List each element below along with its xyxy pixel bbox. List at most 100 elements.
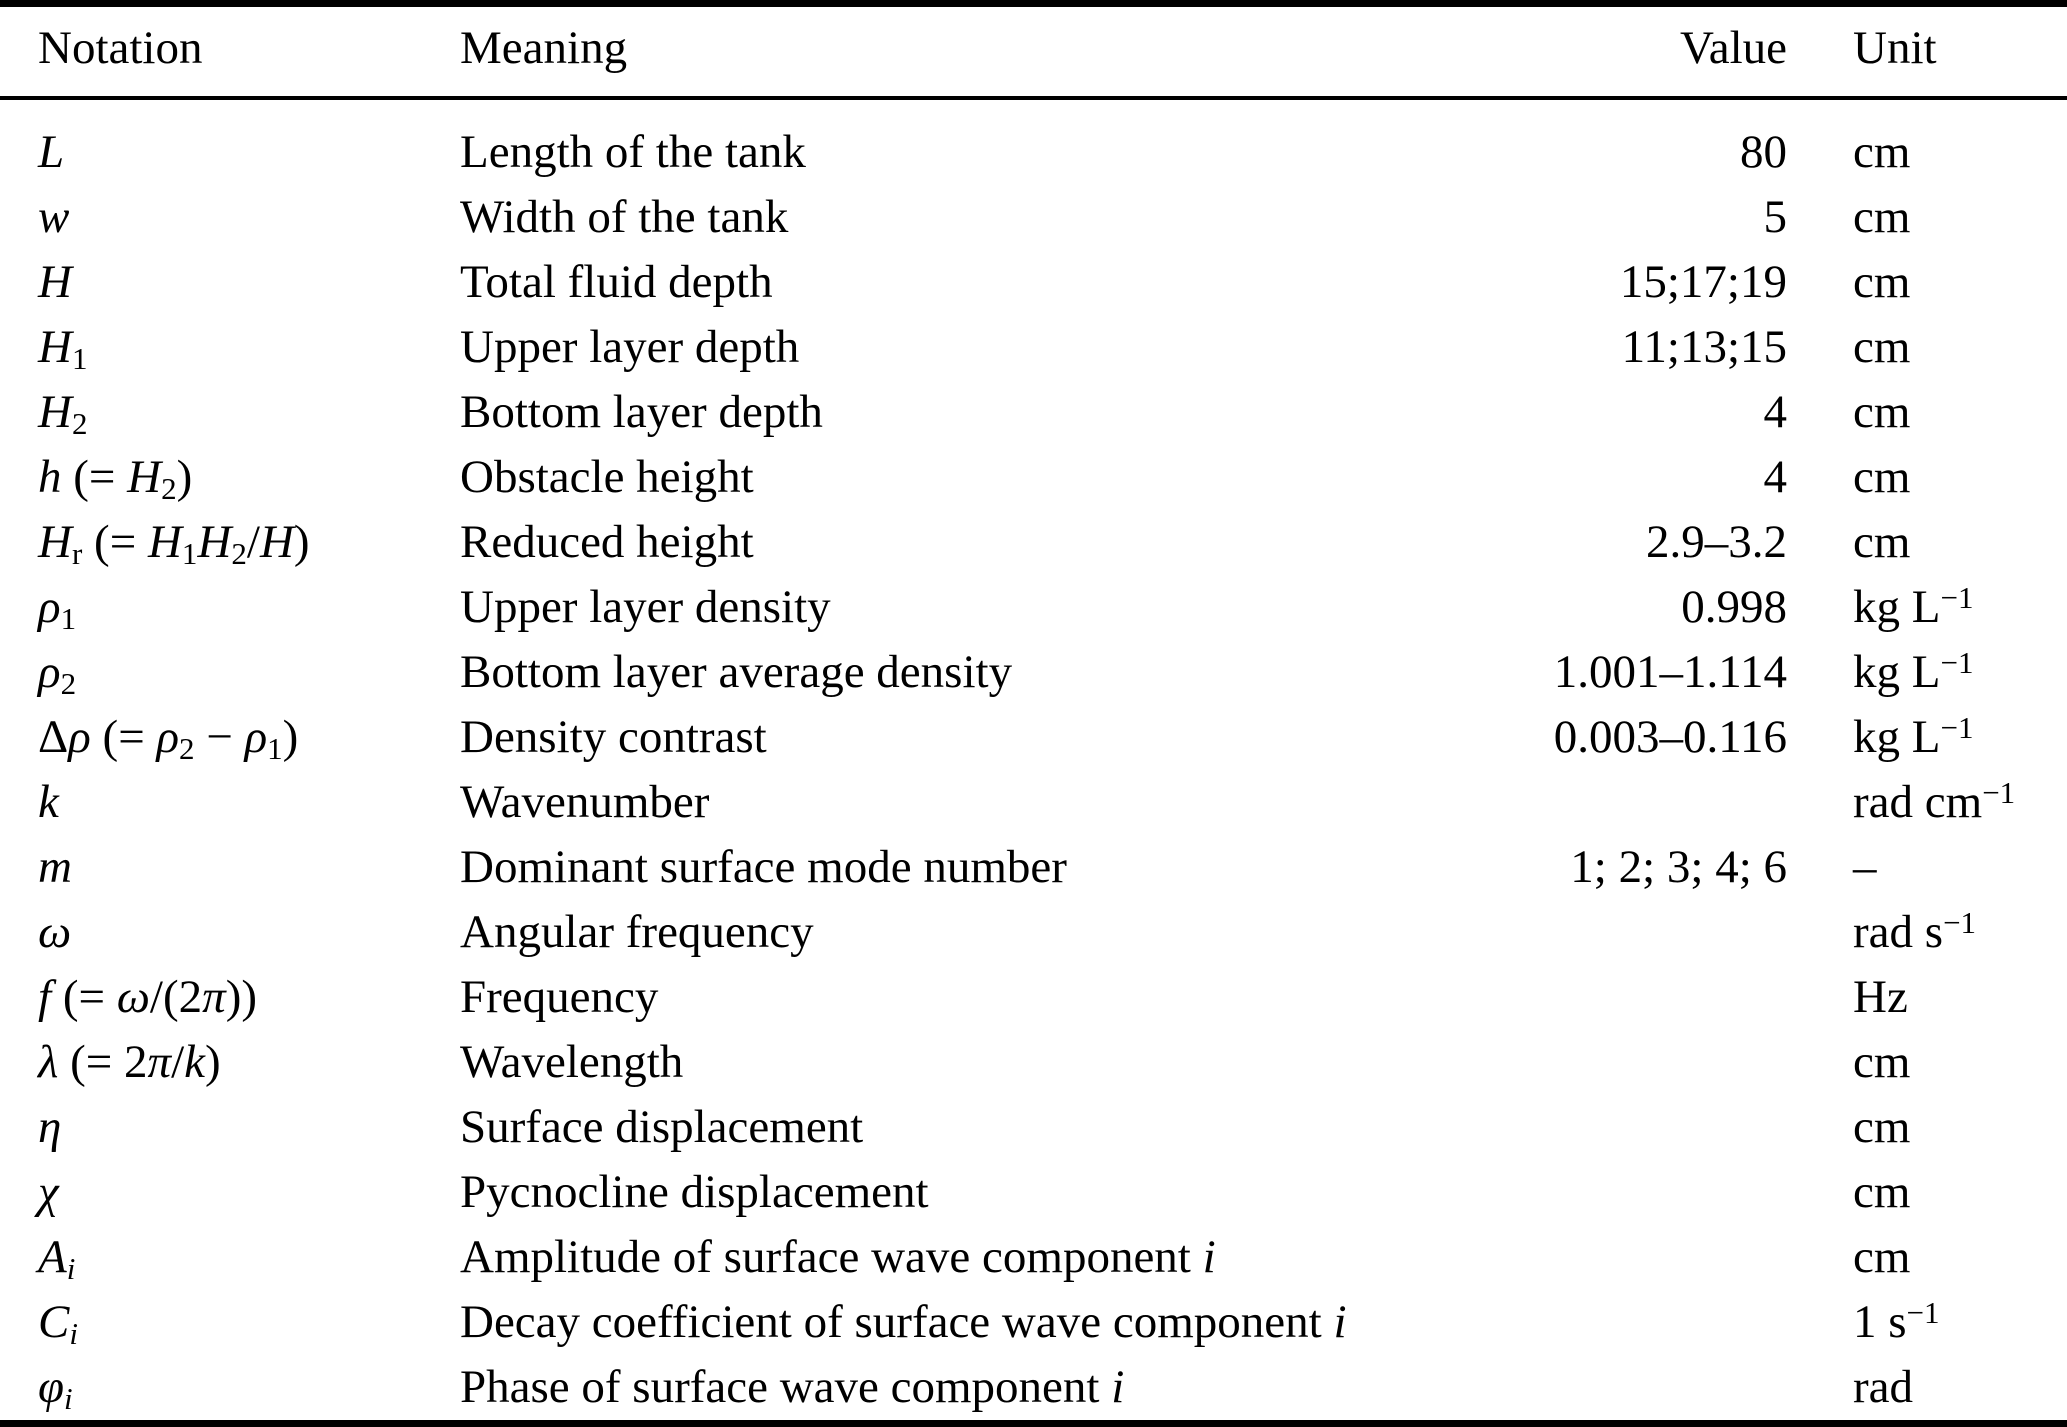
table-row: ρ2 Bottom layer average density 1.001–1.11… <box>0 640 2067 705</box>
meaning-cell: Surface displacement <box>460 1101 864 1153</box>
notation-cell: H2 <box>38 386 88 441</box>
notation-cell: Hr (= H1H2/H) <box>38 516 310 571</box>
table-row: Δρ (= ρ2 − ρ1) Density contrast 0.003–0.11… <box>0 705 2067 770</box>
notation-cell: w <box>38 191 70 243</box>
notation-cell: L <box>38 126 65 178</box>
notation-cell: f (= ω/(2π)) <box>38 971 257 1023</box>
column-header-value: Value <box>1679 22 1787 74</box>
meaning-cell: Amplitude of surface wave component i <box>460 1231 1216 1283</box>
value-cell <box>1450 770 1787 839</box>
table-row: η Surface displacement cm <box>0 1095 2067 1160</box>
notation-cell: ρ2 <box>38 646 77 701</box>
value-cell: 0.003–0.116 <box>1553 711 1787 763</box>
unit-cell: cm <box>1853 126 1911 178</box>
meaning-cell: Angular frequency <box>460 906 814 958</box>
table-row: k Wavenumber rad cm−1 <box>0 770 2067 835</box>
table-row: φi Phase of surface wave component i rad <box>0 1355 2067 1420</box>
notation-cell: λ (= 2π/k) <box>38 1036 221 1088</box>
value-cell: 4 <box>1763 451 1788 503</box>
table-row: Ai Amplitude of surface wave component i c… <box>0 1225 2067 1290</box>
table-row: f (= ω/(2π)) Frequency Hz <box>0 965 2067 1030</box>
table-row: H Total fluid depth 15;17;19 cm <box>0 250 2067 315</box>
value-cell: 1; 2; 3; 4; 6 <box>1570 841 1787 893</box>
meaning-cell: Phase of surface wave component i <box>460 1361 1125 1413</box>
table-row: L Length of the tank 80 cm <box>0 120 2067 185</box>
notation-cell: Ci <box>38 1296 78 1351</box>
meaning-cell: Wavelength <box>460 1036 684 1088</box>
unit-cell: rad s−1 <box>1853 905 1977 958</box>
value-cell <box>1450 1160 1787 1225</box>
meaning-cell: Density contrast <box>460 711 767 763</box>
unit-cell: – <box>1853 841 1877 893</box>
unit-cell: 1 s−1 <box>1853 1295 1940 1348</box>
value-cell <box>1450 1095 1787 1160</box>
table-row: Ci Decay coefficient of surface wave comp… <box>0 1290 2067 1355</box>
meaning-cell: Obstacle height <box>460 451 754 503</box>
value-cell: 5 <box>1763 191 1788 243</box>
table-body: L Length of the tank 80 cm w Width of the tan… <box>0 100 2067 1420</box>
value-cell <box>1450 1290 1787 1359</box>
unit-cell: cm <box>1853 191 1911 243</box>
unit-cell: cm <box>1853 386 1911 438</box>
unit-cell: cm <box>1853 1101 1911 1153</box>
table-row: h (= H2) Obstacle height 4 cm <box>0 445 2067 510</box>
unit-cell: kg L−1 <box>1853 645 1974 698</box>
notation-cell: H <box>38 256 72 308</box>
meaning-cell: Decay coefficient of surface wave compon… <box>460 1296 1347 1348</box>
value-cell: 15;17;19 <box>1619 256 1787 308</box>
value-cell <box>1450 965 1787 1030</box>
table-row: H2 Bottom layer depth 4 cm <box>0 380 2067 445</box>
notation-cell: H1 <box>38 321 88 376</box>
notation-cell: m <box>38 841 72 893</box>
value-cell: 4 <box>1763 386 1788 438</box>
meaning-cell: Upper layer density <box>460 581 831 633</box>
value-cell <box>1450 900 1787 969</box>
meaning-cell: Pycnocline displacement <box>460 1166 929 1218</box>
table-row: H1 Upper layer depth 11;13;15 cm <box>0 315 2067 380</box>
value-cell: 0.998 <box>1681 581 1787 633</box>
unit-cell: cm <box>1853 256 1911 308</box>
table-row: w Width of the tank 5 cm <box>0 185 2067 250</box>
unit-cell: Hz <box>1853 971 1908 1023</box>
meaning-cell: Length of the tank <box>460 126 806 178</box>
notation-cell: Ai <box>38 1231 76 1286</box>
notation-cell: ω <box>38 906 72 958</box>
notation-cell: η <box>38 1101 62 1153</box>
meaning-cell: Reduced height <box>460 516 754 568</box>
value-cell: 2.9–3.2 <box>1646 516 1787 568</box>
meaning-cell: Wavenumber <box>460 776 710 828</box>
meaning-cell: Frequency <box>460 971 659 1023</box>
unit-cell: cm <box>1853 1036 1911 1088</box>
column-header-notation: Notation <box>38 22 203 74</box>
meaning-cell: Width of the tank <box>460 191 789 243</box>
unit-cell: rad <box>1853 1361 1914 1413</box>
meaning-cell: Total fluid depth <box>460 256 773 308</box>
table-row: ω Angular frequency rad s−1 <box>0 900 2067 965</box>
notation-cell: k <box>38 776 59 828</box>
value-cell <box>1450 1355 1787 1424</box>
table-row: χ Pycnocline displacement cm <box>0 1160 2067 1225</box>
unit-cell: cm <box>1853 516 1911 568</box>
meaning-cell: Bottom layer average density <box>460 646 1013 698</box>
meaning-cell: Dominant surface mode number <box>460 841 1067 893</box>
value-cell: 11;13;15 <box>1621 321 1787 373</box>
unit-cell: cm <box>1853 1231 1911 1283</box>
table-row: ρ1 Upper layer density 0.998 kg L−1 <box>0 575 2067 640</box>
unit-cell: cm <box>1853 1166 1911 1218</box>
unit-cell: cm <box>1853 451 1911 503</box>
table-row: Hr (= H1H2/H) Reduced height 2.9–3.2 cm <box>0 510 2067 575</box>
unit-cell: kg L−1 <box>1853 710 1974 763</box>
notation-cell: ρ1 <box>38 581 77 636</box>
column-header-meaning: Meaning <box>460 22 628 74</box>
notation-cell: χ <box>38 1166 59 1218</box>
meaning-cell: Upper layer depth <box>460 321 800 373</box>
table-row: m Dominant surface mode number 1; 2; 3; 4;… <box>0 835 2067 900</box>
value-cell <box>1450 1225 1787 1294</box>
unit-cell: kg L−1 <box>1853 580 1974 633</box>
value-cell: 80 <box>1740 126 1787 178</box>
value-cell: 1.001–1.114 <box>1553 646 1787 698</box>
unit-cell: rad cm−1 <box>1853 775 2016 828</box>
column-header-unit: Unit <box>1853 22 1937 74</box>
unit-cell: cm <box>1853 321 1911 373</box>
